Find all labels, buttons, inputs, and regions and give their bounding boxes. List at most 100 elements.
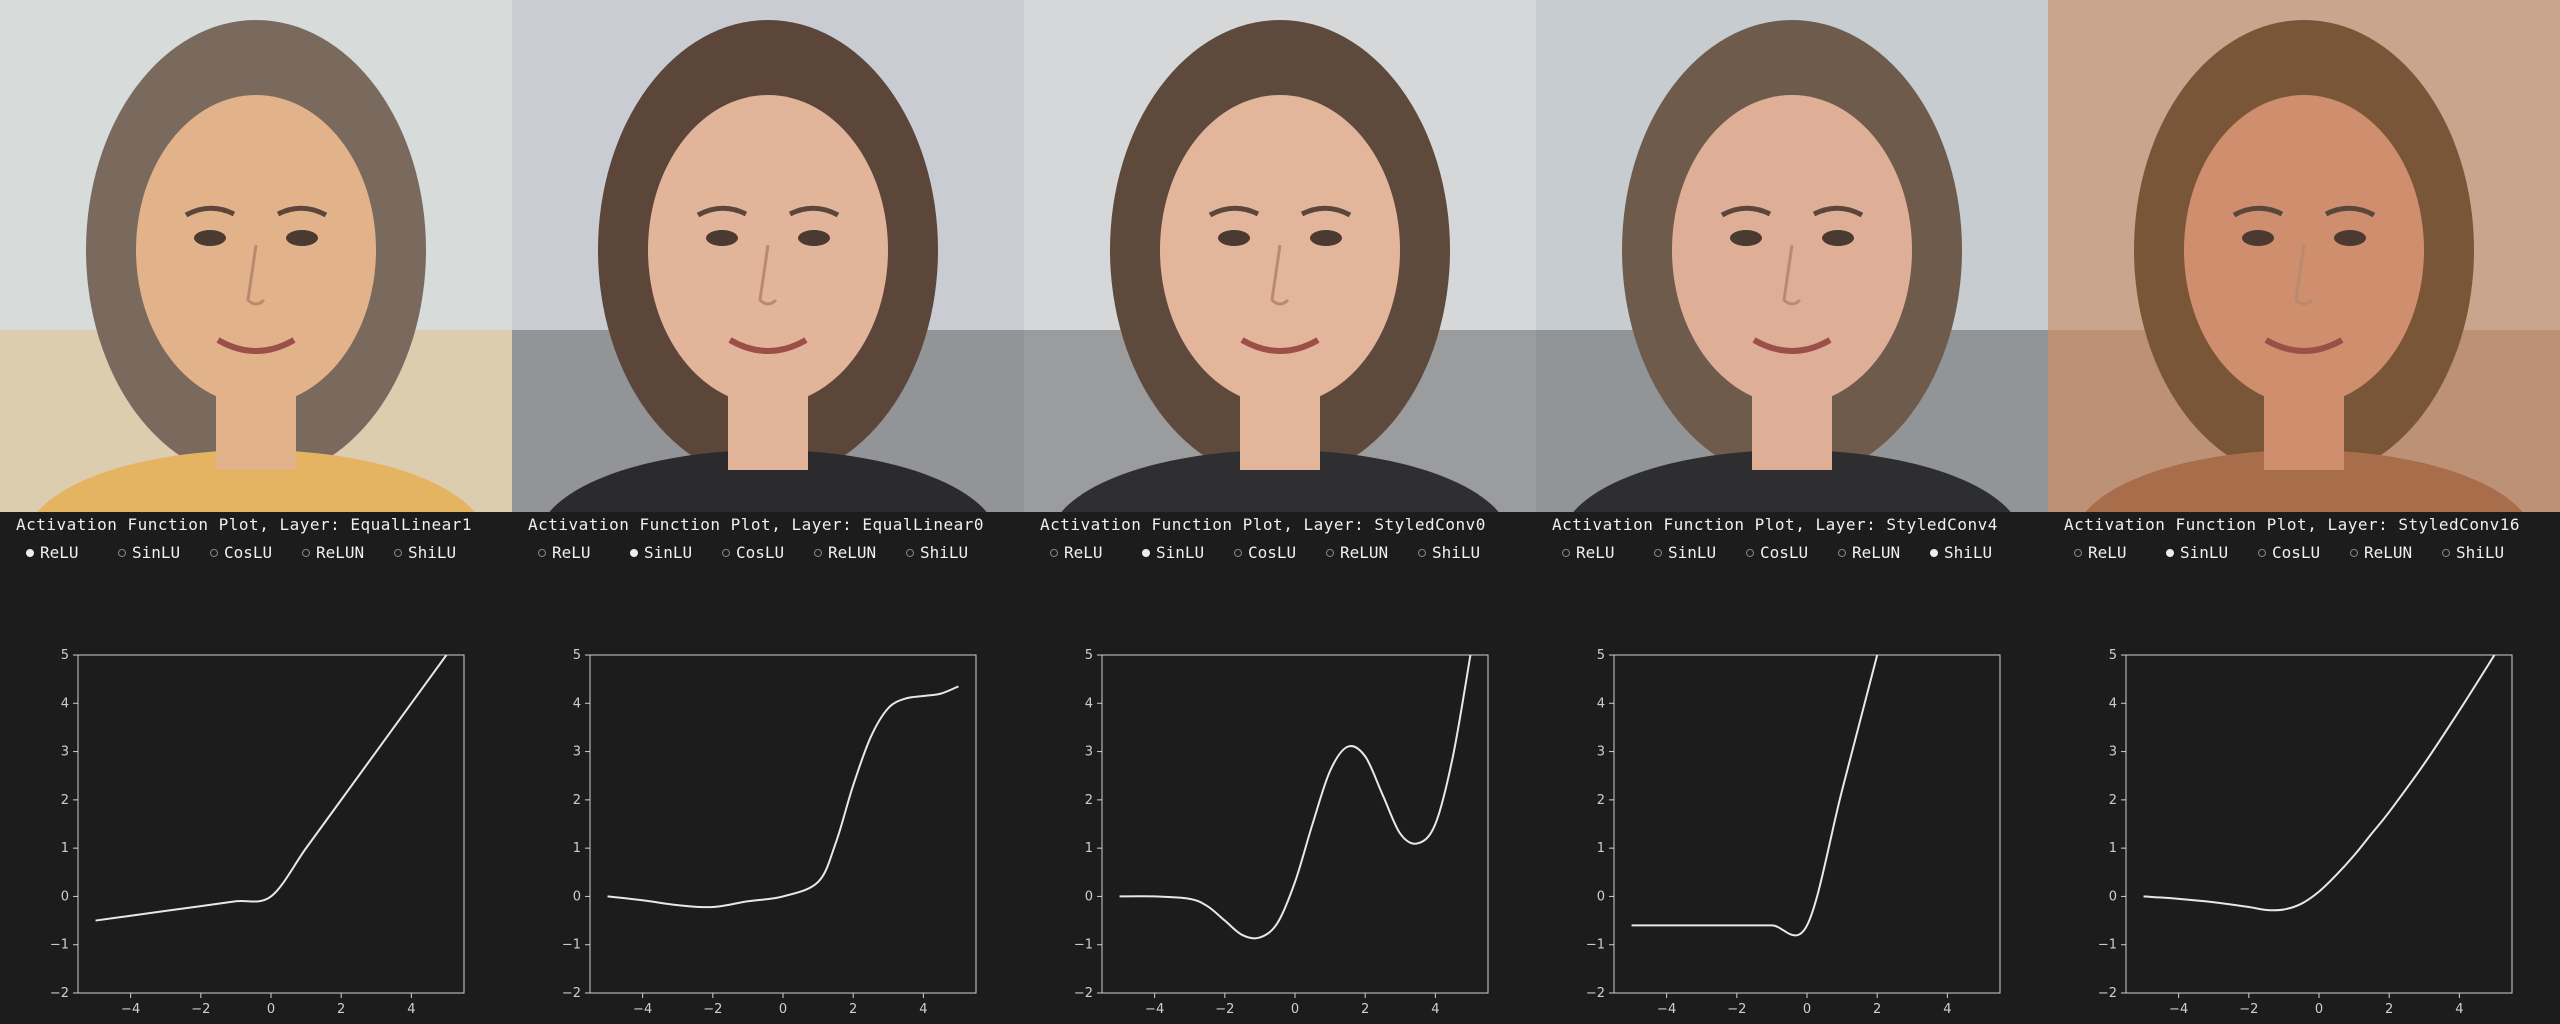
radio-sinlu[interactable]: SinLU — [118, 543, 210, 562]
generated-face-image — [1024, 0, 1536, 512]
radio-dot-icon — [394, 548, 402, 557]
x-tick-label: −4 — [1657, 1002, 1676, 1017]
x-tick-label: 0 — [267, 1002, 275, 1017]
radio-dot-icon — [26, 548, 34, 557]
activation-curve — [1119, 654, 1472, 940]
radio-dot-icon — [1562, 548, 1570, 557]
x-tick-label: 4 — [1431, 1002, 1439, 1017]
x-tick-label: 0 — [1803, 1002, 1811, 1017]
y-tick-label: 0 — [2109, 889, 2117, 904]
radio-dot-icon — [1654, 548, 1662, 557]
radio-coslu[interactable]: CosLU — [722, 543, 814, 562]
radio-dot-icon — [118, 548, 126, 557]
radio-label: ReLU — [1576, 543, 1615, 562]
activation-chart: −4 −2 0 2 4 −2 −1 0 1 2 3 4 5 — [1536, 640, 2048, 1024]
radio-sinlu[interactable]: SinLU — [1654, 543, 1746, 562]
radio-coslu[interactable]: CosLU — [1746, 543, 1838, 562]
activation-curve — [607, 685, 959, 909]
generated-face-image — [1536, 0, 2048, 512]
radio-sinlu[interactable]: SinLU — [1142, 543, 1234, 562]
y-tick-label: 5 — [1085, 648, 1093, 663]
radio-dot-icon — [1142, 548, 1150, 557]
radio-dot-icon — [2074, 548, 2082, 557]
x-tick-label: −4 — [2169, 1002, 2188, 1017]
plot-title: Activation Function Plot, Layer: EqualLi… — [528, 515, 984, 534]
radio-shilu[interactable]: ShiLU — [394, 543, 486, 562]
x-tick-label: 2 — [2385, 1002, 2393, 1017]
radio-label: ReLUN — [828, 543, 877, 562]
y-tick-label: 3 — [61, 745, 69, 760]
x-tick-label: 0 — [779, 1002, 787, 1017]
radio-dot-icon — [302, 548, 310, 557]
activation-radio-group: ReLU SinLU CosLU ReLUN ShiLU — [2074, 543, 2534, 562]
radio-dot-icon — [1234, 548, 1242, 557]
x-tick-label: −2 — [2239, 1002, 2258, 1017]
radio-shilu[interactable]: ShiLU — [906, 543, 998, 562]
radio-label: ShiLU — [1944, 543, 1993, 562]
radio-shilu[interactable]: ShiLU — [1418, 543, 1510, 562]
radio-sinlu[interactable]: SinLU — [2166, 543, 2258, 562]
plot-frame — [1613, 654, 2001, 994]
radio-coslu[interactable]: CosLU — [210, 543, 302, 562]
radio-relu[interactable]: ReLU — [1562, 543, 1654, 562]
activation-chart: −4 −2 0 2 4 −2 −1 0 1 2 3 4 5 — [0, 640, 512, 1024]
y-tick-label: 1 — [573, 841, 581, 856]
radio-shilu[interactable]: ShiLU — [1930, 543, 2022, 562]
x-tick-label: −2 — [703, 1002, 722, 1017]
y-tick-label: 3 — [2109, 745, 2117, 760]
activation-chart: −4 −2 0 2 4 −2 −1 0 1 2 3 4 5 — [512, 640, 1024, 1024]
plot-title: Activation Function Plot, Layer: StyledC… — [1040, 515, 1486, 534]
radio-dot-icon — [1418, 548, 1426, 557]
radio-label: CosLU — [736, 543, 785, 562]
y-tick-label: 2 — [61, 793, 69, 808]
x-tick-label: 2 — [1361, 1002, 1369, 1017]
radio-relun[interactable]: ReLUN — [1326, 543, 1418, 562]
radio-relun[interactable]: ReLUN — [814, 543, 906, 562]
y-tick-label: 5 — [2109, 648, 2117, 663]
panel-4: Activation Function Plot, Layer: StyledC… — [1536, 0, 2048, 1024]
radio-coslu[interactable]: CosLU — [1234, 543, 1326, 562]
radio-coslu[interactable]: CosLU — [2258, 543, 2350, 562]
y-tick-label: 2 — [1085, 793, 1093, 808]
x-tick-label: 4 — [2455, 1002, 2463, 1017]
radio-dot-icon — [2442, 548, 2450, 557]
radio-relu[interactable]: ReLU — [538, 543, 630, 562]
plot-title: Activation Function Plot, Layer: StyledC… — [2064, 515, 2520, 534]
y-tick-label: −2 — [562, 986, 581, 1001]
radio-label: ReLUN — [1852, 543, 1901, 562]
radio-label: ReLUN — [2364, 543, 2413, 562]
plot-title: Activation Function Plot, Layer: EqualLi… — [16, 515, 472, 534]
y-tick-label: 3 — [1597, 745, 1605, 760]
radio-label: ShiLU — [1432, 543, 1481, 562]
radio-label: CosLU — [1760, 543, 1809, 562]
radio-dot-icon — [2258, 548, 2266, 557]
radio-label: ReLU — [1064, 543, 1103, 562]
radio-shilu[interactable]: ShiLU — [2442, 543, 2534, 562]
x-tick-label: 0 — [1291, 1002, 1299, 1017]
radio-relun[interactable]: ReLUN — [1838, 543, 1930, 562]
radio-relu[interactable]: ReLU — [26, 543, 118, 562]
radio-label: ShiLU — [2456, 543, 2505, 562]
y-tick-label: 5 — [573, 648, 581, 663]
radio-dot-icon — [1838, 548, 1846, 557]
y-tick-label: 0 — [1085, 889, 1093, 904]
y-tick-label: 0 — [573, 889, 581, 904]
activation-radio-group: ReLU SinLU CosLU ReLUN ShiLU — [1562, 543, 2022, 562]
x-tick-label: −2 — [1215, 1002, 1234, 1017]
radio-dot-icon — [630, 548, 638, 557]
y-tick-label: 0 — [61, 889, 69, 904]
x-tick-label: 0 — [2315, 1002, 2323, 1017]
radio-label: ReLUN — [1340, 543, 1389, 562]
y-tick-label: 4 — [1597, 696, 1605, 711]
radio-relu[interactable]: ReLU — [1050, 543, 1142, 562]
activation-radio-group: ReLU SinLU CosLU ReLUN ShiLU — [1050, 543, 1510, 562]
y-tick-label: 5 — [61, 648, 69, 663]
radio-dot-icon — [2350, 548, 2358, 557]
radio-relu[interactable]: ReLU — [2074, 543, 2166, 562]
panel-3: Activation Function Plot, Layer: StyledC… — [1024, 0, 1536, 1024]
radio-relun[interactable]: ReLUN — [302, 543, 394, 562]
radio-sinlu[interactable]: SinLU — [630, 543, 722, 562]
activation-curve — [1631, 654, 1879, 937]
radio-label: CosLU — [1248, 543, 1297, 562]
radio-relun[interactable]: ReLUN — [2350, 543, 2442, 562]
